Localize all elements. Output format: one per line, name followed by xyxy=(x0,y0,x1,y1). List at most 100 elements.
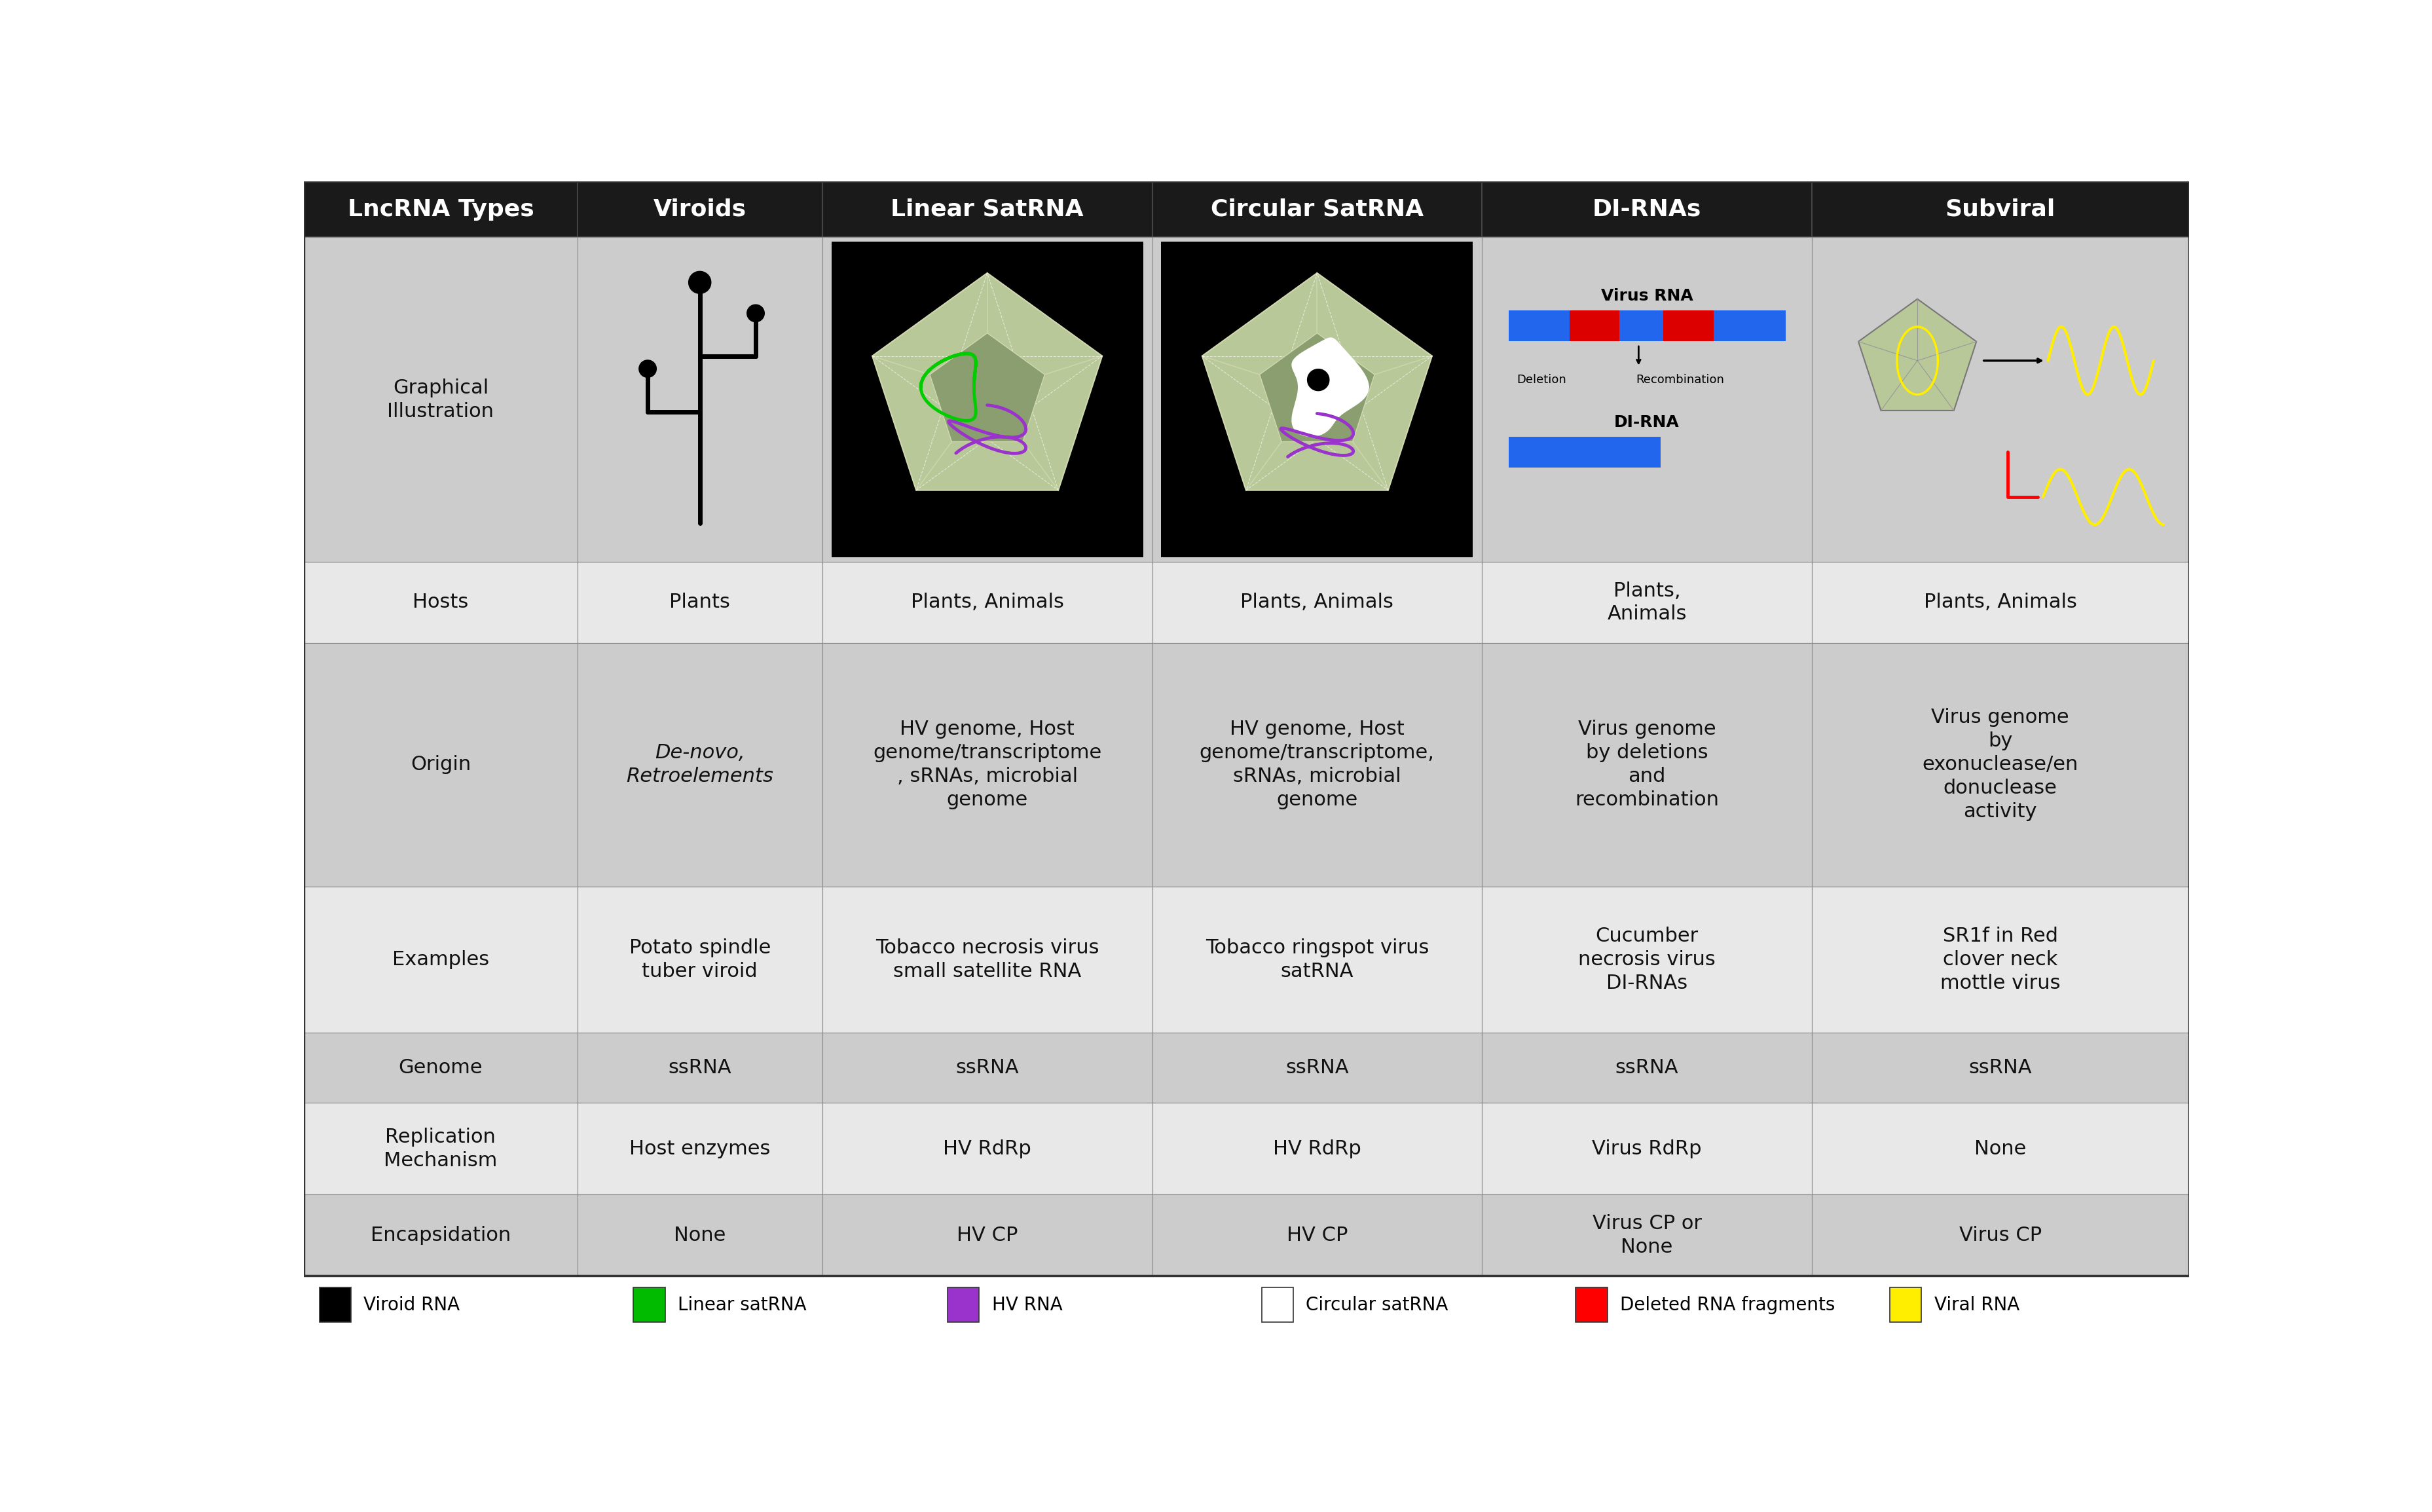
Bar xyxy=(304,886,576,1033)
Text: SR1f in Red
clover neck
mottle virus: SR1f in Red clover neck mottle virus xyxy=(1941,927,2060,992)
Text: Linear satRNA: Linear satRNA xyxy=(679,1296,807,1314)
Bar xyxy=(576,1033,822,1102)
Bar xyxy=(1576,1287,1608,1321)
Polygon shape xyxy=(1858,299,1977,411)
Bar xyxy=(1569,310,1620,342)
Text: ssRNA: ssRNA xyxy=(1967,1058,2033,1077)
Text: None: None xyxy=(1975,1139,2026,1158)
Circle shape xyxy=(747,304,764,322)
Text: Hosts: Hosts xyxy=(413,593,469,612)
Bar xyxy=(822,181,1153,237)
Text: ssRNA: ssRNA xyxy=(669,1058,732,1077)
Text: None: None xyxy=(674,1226,725,1244)
Bar xyxy=(822,1033,1153,1102)
Bar xyxy=(1812,1102,2189,1194)
Polygon shape xyxy=(1201,274,1432,490)
Polygon shape xyxy=(929,333,1046,442)
Bar xyxy=(1481,1102,1812,1194)
Text: HV CP: HV CP xyxy=(1287,1226,1347,1244)
Text: DI-RNAs: DI-RNAs xyxy=(1593,198,1702,221)
Text: HV RdRp: HV RdRp xyxy=(944,1139,1031,1158)
Text: ssRNA: ssRNA xyxy=(1287,1058,1350,1077)
Bar xyxy=(1812,1194,2189,1276)
Text: HV CP: HV CP xyxy=(956,1226,1019,1244)
Text: HV RNA: HV RNA xyxy=(992,1296,1063,1314)
Bar xyxy=(304,643,576,886)
Bar xyxy=(1481,237,1812,562)
Bar xyxy=(576,181,822,237)
Polygon shape xyxy=(1294,339,1367,435)
Bar xyxy=(1481,643,1812,886)
Bar xyxy=(1153,643,1481,886)
Text: HV RdRp: HV RdRp xyxy=(1272,1139,1362,1158)
Text: Circular satRNA: Circular satRNA xyxy=(1306,1296,1449,1314)
Text: ssRNA: ssRNA xyxy=(956,1058,1019,1077)
Bar xyxy=(304,237,576,562)
Text: LncRNA Types: LncRNA Types xyxy=(348,198,535,221)
Bar xyxy=(304,562,576,643)
Text: Viral RNA: Viral RNA xyxy=(1933,1296,2019,1314)
Bar xyxy=(632,1287,664,1321)
Text: Plants, Animals: Plants, Animals xyxy=(1924,593,2077,612)
Text: Replication
Mechanism: Replication Mechanism xyxy=(384,1128,499,1170)
Text: Circular SatRNA: Circular SatRNA xyxy=(1211,198,1423,221)
Text: Virus CP or
None: Virus CP or None xyxy=(1593,1214,1702,1256)
Bar xyxy=(1812,562,2189,643)
Polygon shape xyxy=(873,274,1102,490)
Text: Viroids: Viroids xyxy=(654,198,747,221)
Bar xyxy=(1262,1287,1294,1321)
Bar xyxy=(576,237,822,562)
Bar xyxy=(822,643,1153,886)
Text: Viroid RNA: Viroid RNA xyxy=(362,1296,460,1314)
Bar xyxy=(1481,886,1812,1033)
Bar xyxy=(304,181,576,237)
Text: Virus genome
by deletions
and
recombination: Virus genome by deletions and recombinat… xyxy=(1576,720,1719,809)
Bar xyxy=(1890,1287,1921,1321)
Bar xyxy=(1153,886,1481,1033)
Bar xyxy=(822,886,1153,1033)
Bar xyxy=(1153,181,1481,237)
Text: Origin: Origin xyxy=(411,754,472,774)
Bar xyxy=(822,562,1153,643)
Bar xyxy=(576,1194,822,1276)
Bar xyxy=(1481,181,1812,237)
Circle shape xyxy=(688,271,710,293)
Text: Plants,
Animals: Plants, Animals xyxy=(1608,581,1688,623)
Bar xyxy=(1812,181,2189,237)
Bar xyxy=(832,242,1143,558)
Text: Plants, Animals: Plants, Animals xyxy=(910,593,1063,612)
Bar xyxy=(304,1102,576,1194)
Bar xyxy=(822,1102,1153,1194)
Text: HV genome, Host
genome/transcriptome
, sRNAs, microbial
genome: HV genome, Host genome/transcriptome , s… xyxy=(873,720,1102,809)
Bar xyxy=(822,1194,1153,1276)
Text: HV genome, Host
genome/transcriptome,
sRNAs, microbial
genome: HV genome, Host genome/transcriptome, sR… xyxy=(1199,720,1435,809)
Bar xyxy=(1481,1194,1812,1276)
Bar xyxy=(319,1287,350,1321)
Bar xyxy=(1812,237,2189,562)
Text: Plants: Plants xyxy=(669,593,730,612)
Text: Tobacco ringspot virus
satRNA: Tobacco ringspot virus satRNA xyxy=(1206,937,1430,981)
Bar xyxy=(576,643,822,886)
Bar xyxy=(948,1287,980,1321)
Text: Subviral: Subviral xyxy=(1946,198,2055,221)
Bar xyxy=(1812,643,2189,886)
Bar xyxy=(304,1033,576,1102)
Bar xyxy=(1162,242,1474,558)
Bar xyxy=(576,562,822,643)
Text: Plants, Animals: Plants, Animals xyxy=(1240,593,1394,612)
Bar xyxy=(1153,1033,1481,1102)
Text: Virus CP: Virus CP xyxy=(1960,1226,2040,1244)
Bar xyxy=(1481,1033,1812,1102)
Bar xyxy=(304,1194,576,1276)
Text: Graphical
Illustration: Graphical Illustration xyxy=(387,378,494,420)
Bar xyxy=(1508,310,1785,342)
Bar xyxy=(1812,886,2189,1033)
Bar xyxy=(1153,562,1481,643)
Polygon shape xyxy=(1260,333,1374,442)
Text: Recombination: Recombination xyxy=(1637,373,1724,386)
Text: Linear SatRNA: Linear SatRNA xyxy=(890,198,1085,221)
Text: ssRNA: ssRNA xyxy=(1615,1058,1678,1077)
Bar xyxy=(1508,437,1661,467)
Circle shape xyxy=(640,360,657,378)
Polygon shape xyxy=(1308,369,1330,390)
